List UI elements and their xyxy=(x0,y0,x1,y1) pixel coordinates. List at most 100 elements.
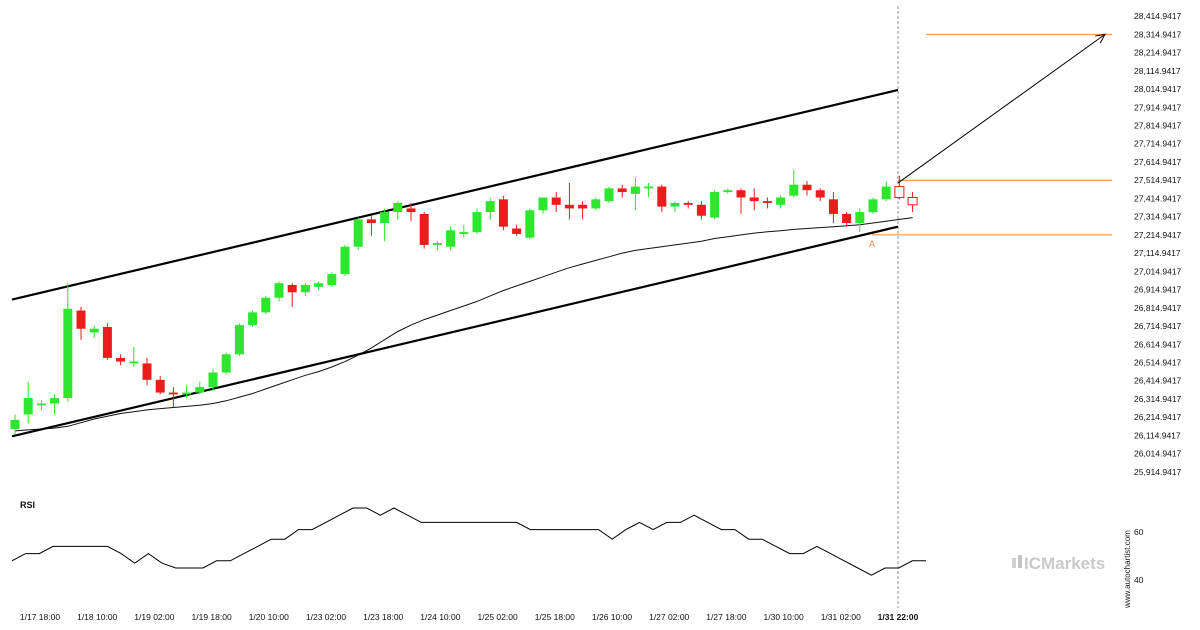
candle-body xyxy=(76,310,86,329)
time-tick-label: 1/30 10:00 xyxy=(764,612,804,622)
candle-body xyxy=(221,354,231,373)
time-tick-label: 1/26 10:00 xyxy=(592,612,632,622)
candle-body xyxy=(644,186,654,189)
candle-body xyxy=(353,219,363,247)
price-tick-label: 27,814.9417 xyxy=(1134,121,1182,131)
candle-body xyxy=(300,285,310,293)
price-tick-label: 28,014.9417 xyxy=(1134,84,1182,94)
time-tick-label: 1/18 10:00 xyxy=(77,612,117,622)
price-tick-label: 26,214.9417 xyxy=(1134,412,1182,422)
candle-body xyxy=(234,325,244,355)
candle xyxy=(50,394,60,415)
candle xyxy=(393,201,403,220)
candle-body xyxy=(274,283,284,298)
candle xyxy=(723,188,733,194)
candle-body xyxy=(828,199,838,214)
candle xyxy=(815,188,825,202)
candle-body xyxy=(525,210,535,238)
candle xyxy=(512,224,522,236)
candle xyxy=(644,182,654,198)
candle-body xyxy=(723,190,733,193)
candle-body xyxy=(406,208,416,213)
candle-body xyxy=(459,232,469,234)
candle-body xyxy=(842,213,852,224)
candle xyxy=(182,385,192,399)
candle xyxy=(248,310,258,327)
time-tick-label: 1/19 02:00 xyxy=(134,612,174,622)
time-tick-label: 1/17 18:00 xyxy=(20,612,60,622)
price-tick-label: 28,314.9417 xyxy=(1134,29,1182,39)
candle-body xyxy=(419,213,429,245)
candle-body xyxy=(472,212,482,233)
candle-body xyxy=(129,361,139,364)
price-axis: 28,414.9417 28,314.9417 28,214.9417 28,114.… xyxy=(1134,11,1182,477)
projection-arrow xyxy=(897,33,1106,184)
candle xyxy=(287,283,297,307)
candle xyxy=(274,281,284,302)
point-a-label: A xyxy=(869,239,875,249)
time-tick-label: 1/31 02:00 xyxy=(821,612,861,622)
price-tick-label: 27,514.9417 xyxy=(1134,175,1182,185)
logo-bar-2 xyxy=(1018,555,1022,568)
candle xyxy=(234,323,244,357)
candle-body xyxy=(287,285,297,293)
candle xyxy=(617,184,627,198)
candle-body xyxy=(630,186,640,194)
candle-body xyxy=(802,184,812,191)
candle-body xyxy=(327,274,337,286)
trend-channel xyxy=(11,88,899,438)
candle xyxy=(168,387,178,408)
candle xyxy=(855,208,865,233)
rsi-title: RSI xyxy=(20,500,35,510)
icmarkets-logo: ICMarkets xyxy=(1012,554,1105,573)
price-tick-label: 27,614.9417 xyxy=(1134,157,1182,167)
candle xyxy=(102,323,112,360)
channel-upper-line xyxy=(11,88,899,301)
candle xyxy=(670,201,680,213)
candle xyxy=(142,357,152,386)
candle xyxy=(89,325,99,338)
price-tick-label: 27,114.9417 xyxy=(1134,248,1181,258)
candle-body xyxy=(617,188,627,193)
candle-body xyxy=(696,204,706,216)
candle-body xyxy=(604,188,614,202)
candle xyxy=(683,201,693,209)
candle-body xyxy=(591,199,601,209)
candle-body xyxy=(50,398,60,404)
candle xyxy=(419,212,429,249)
price-tick-label: 27,414.9417 xyxy=(1134,193,1182,203)
candle xyxy=(432,241,442,251)
candle xyxy=(630,177,640,211)
candle-body xyxy=(366,219,376,224)
candle xyxy=(907,192,918,213)
candle-body xyxy=(23,398,33,415)
candle xyxy=(551,192,561,213)
candle-body xyxy=(142,363,152,380)
candle-body xyxy=(89,328,99,333)
candle-body xyxy=(208,372,218,388)
candle xyxy=(789,170,799,198)
time-tick-label: 1/27 18:00 xyxy=(706,612,746,622)
candle xyxy=(736,188,746,214)
time-tick-label: 1/25 18:00 xyxy=(535,612,575,622)
price-tick-label: 27,014.9417 xyxy=(1134,266,1182,276)
candle-body xyxy=(63,308,73,399)
candle-body xyxy=(670,202,680,207)
candle-body xyxy=(657,186,667,207)
candle-body xyxy=(36,403,46,406)
candle-body xyxy=(512,228,522,234)
candle xyxy=(23,381,33,424)
candle xyxy=(314,281,324,291)
time-tick-label: 1/27 02:00 xyxy=(649,612,689,622)
candle xyxy=(894,175,905,200)
candle xyxy=(208,368,218,391)
time-tick-label: 1/25 02:00 xyxy=(478,612,518,622)
candle-body xyxy=(538,197,548,211)
candle xyxy=(842,212,852,227)
candle xyxy=(459,224,469,238)
candle xyxy=(221,352,231,375)
candle xyxy=(366,215,376,236)
candle-body xyxy=(498,199,508,227)
candle xyxy=(261,295,271,315)
candle xyxy=(776,195,786,209)
